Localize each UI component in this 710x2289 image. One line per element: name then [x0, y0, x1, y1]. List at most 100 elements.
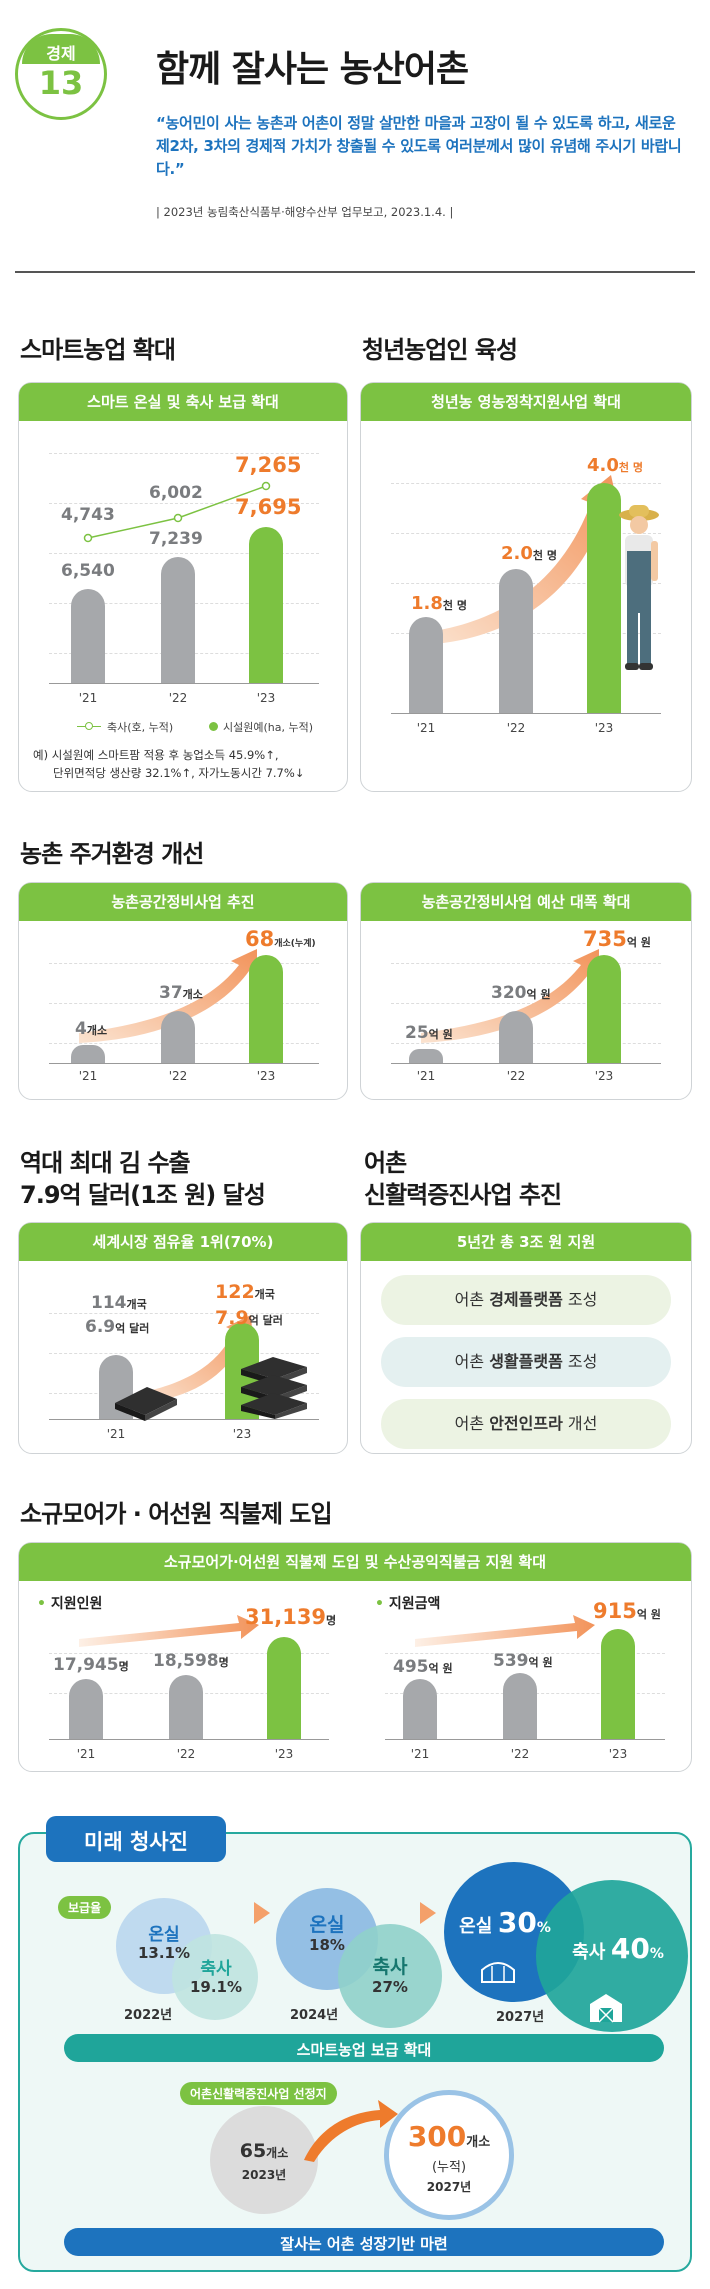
legend-livestock-dot: [85, 722, 93, 730]
circle-2024-livestock: [338, 1924, 442, 2028]
g2024-a-label: 온실: [309, 1914, 345, 1936]
amount-value-21-num: 495: [393, 1657, 429, 1677]
badge-number: 13: [38, 64, 84, 102]
tick-label: '23: [256, 1069, 276, 1083]
card-fishing: 5년간 총 3조 원 지원 어촌 경제플랫폼 조성 어촌 생활플랫폼 조성 어촌…: [360, 1222, 692, 1454]
livestock-value-22: 6,002: [149, 483, 203, 503]
greenhouse-value-21: 6,540: [61, 561, 115, 581]
amount-value-22: 539억 원: [493, 1651, 553, 1671]
tick-label: '22: [176, 1747, 196, 1761]
budget-unit: 억 원: [626, 936, 651, 949]
section-title-fishing-1: 어촌: [364, 1149, 407, 1177]
g2027-b-val: 40: [610, 1932, 650, 1965]
tick-label: '23: [256, 691, 276, 705]
axis-baseline: [49, 1419, 319, 1420]
axis-baseline: [391, 713, 661, 714]
g2022-a-val: 13.1%: [137, 1944, 191, 1962]
g2022-b-label: 축사: [200, 1959, 232, 1979]
laver-count-23-num: 122: [215, 1281, 255, 1303]
banner-fishing-village: [64, 2228, 664, 2256]
section-title-fishing-2: 신활력증진사업 추진: [364, 1181, 562, 1209]
fishing-item-post: 조성: [562, 1290, 598, 1309]
people-value-21: 17,945명: [53, 1655, 129, 1675]
tick-label: '21: [416, 721, 436, 735]
bar-youth-22: [499, 569, 533, 713]
fishing-item-pre: 어촌: [454, 1414, 490, 1433]
g2027-b: 축사 40%: [548, 1932, 688, 1965]
selected-label: 어촌신활력증진사업 선정지: [180, 2082, 337, 2105]
housing-value-23: 68개소(누계): [245, 927, 316, 951]
card-title: 농촌공간정비사업 추진: [19, 883, 347, 921]
housing-unit-last: 개소(누계): [274, 939, 316, 949]
bar-youth-23: [587, 483, 621, 713]
section-title-youth: 청년농업인 육성: [362, 336, 518, 364]
laver-usd-23-num: 7.9: [215, 1307, 249, 1329]
circle-2027-sites: [384, 2090, 514, 2220]
from-value: 65개소: [210, 2140, 318, 2162]
people-unit: 명: [218, 1656, 229, 1669]
section-title-laver-1: 역대 최대 김 수출: [20, 1149, 191, 1177]
youth-unit: 천 명: [618, 461, 643, 474]
right-label-text: 지원금액: [388, 1596, 441, 1612]
axis-baseline: [49, 1063, 319, 1064]
bar-amount-22: [503, 1673, 537, 1739]
section-title-direct-pay: 소규모어가 · 어선원 직불제 도입: [20, 1500, 333, 1528]
housing-value-21-num: 4: [75, 1019, 87, 1039]
g2024-a-val: 18%: [309, 1936, 345, 1954]
tick-label: '21: [416, 1069, 436, 1083]
chevron-right-icon: [420, 1902, 436, 1924]
bar-budget-22: [499, 1011, 533, 1063]
gridline: [49, 963, 319, 964]
g2027-year: 2027년: [496, 2010, 545, 2025]
bar-housing-23: [249, 955, 283, 1063]
card-laver: 세계시장 점유율 1위(70%) 114개국 6.9억 달러 122개국 7.9…: [18, 1222, 348, 1454]
card-title: 스마트 온실 및 축사 보급 확대: [19, 383, 347, 421]
budget-unit: 억 원: [526, 988, 551, 1001]
gridline: [49, 1393, 319, 1394]
tick-label: '22: [506, 1069, 526, 1083]
budget-unit: 억 원: [428, 1028, 453, 1041]
quote-source: | 2023년 농림축산식품부·해양수산부 업무보고, 2023.1.4. |: [156, 205, 454, 219]
circle-2023-sites: [210, 2106, 318, 2214]
amount-value-22-num: 539: [493, 1651, 529, 1671]
fishing-item-bold: 경제플랫폼: [489, 1290, 563, 1309]
g2027-a-label: 온실: [459, 1916, 493, 1937]
laver-count-21: 114개국: [91, 1293, 147, 1313]
bar-people-22: [169, 1675, 203, 1739]
to-note: (누적): [431, 2160, 467, 2175]
right-label: • 지원금액: [375, 1596, 441, 1612]
g2027-pct: %: [536, 1920, 551, 1936]
card-direct-pay: 소규모어가·어선원 직불제 도입 및 수산공익직불금 지원 확대 • 지원인원 …: [18, 1542, 692, 1772]
budget-value-22-num: 320: [491, 983, 527, 1003]
fishing-item-safety: 어촌 안전인프라 개선: [381, 1399, 671, 1449]
gridline: [391, 1003, 661, 1004]
to-value: 300개소: [384, 2120, 514, 2153]
housing-unit: 개소: [182, 988, 203, 1001]
amount-value-23: 915억 원: [593, 1599, 661, 1623]
banner-smart-farm-label: 스마트농업 보급 확대: [296, 2041, 432, 2059]
housing-value-23-num: 68: [245, 927, 275, 951]
card-smart: 스마트 온실 및 축사 보급 확대 4,743 6,002 7,265 6,54…: [18, 382, 348, 792]
to-val: 300: [407, 2120, 467, 2153]
card-youth: 청년농 영농정착지원사업 확대 1.8천 명 2.0천 명 4.0천 명 '21…: [360, 382, 692, 792]
fishing-item-post: 개선: [562, 1414, 598, 1433]
laver-usd-21-num: 6.9: [85, 1317, 116, 1337]
laver-usd-unit: 억 달러: [248, 1314, 283, 1327]
people-value-22: 18,598명: [153, 1651, 229, 1671]
greenhouse-icon: [481, 1962, 515, 1983]
card-title: 소규모어가·어선원 직불제 도입 및 수산공익직불금 지원 확대: [19, 1543, 691, 1581]
note-line-1: 예) 시설원예 스마트팜 적용 후 농업소득 45.9%↑,: [33, 748, 279, 762]
card-title: 청년농 영농정착지원사업 확대: [361, 383, 691, 421]
fishing-item-living: 어촌 생활플랫폼 조성: [381, 1337, 671, 1387]
card-housing-projects: 농촌공간정비사업 추진 4개소 37개소 68개소(누계) '21 '22 '2…: [18, 882, 348, 1100]
g2022-a-label: 온실: [148, 1925, 180, 1945]
tick-label: '23: [608, 1747, 628, 1761]
axis-baseline: [391, 1063, 661, 1064]
g2024-b-label: 축사: [372, 1956, 408, 1978]
g2022-b-val: 19.1%: [189, 1978, 243, 1996]
gridline: [49, 453, 319, 454]
bar-budget-21: [409, 1049, 443, 1063]
youth-value-23-num: 4.0: [587, 455, 619, 476]
card-title: 세계시장 점유율 1위(70%): [19, 1223, 347, 1261]
bar-people-23: [267, 1637, 301, 1739]
